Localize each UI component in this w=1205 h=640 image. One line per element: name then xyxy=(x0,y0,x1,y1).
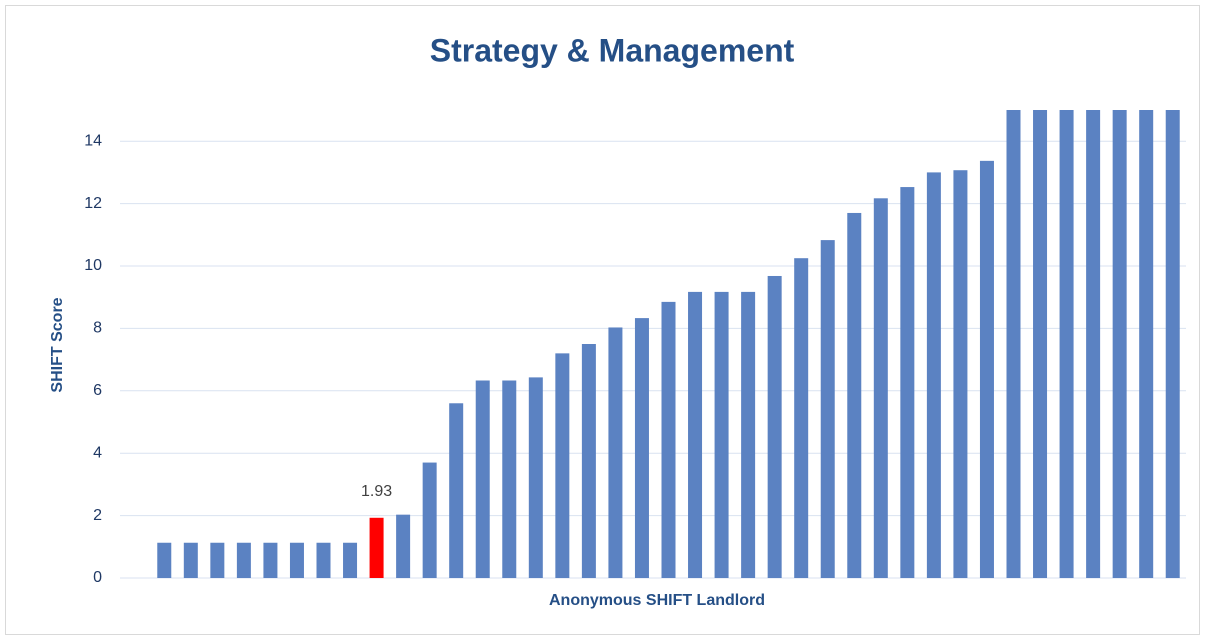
bar xyxy=(1059,110,1074,578)
bar xyxy=(1165,110,1180,578)
chart-frame xyxy=(5,5,1200,635)
bar xyxy=(210,542,225,578)
bar xyxy=(157,542,172,578)
bar xyxy=(263,542,278,578)
chart-title: Strategy & Management xyxy=(430,32,795,68)
bar xyxy=(926,172,941,578)
y-tick-label: 10 xyxy=(84,257,102,274)
bar xyxy=(900,187,915,578)
bar xyxy=(581,344,596,578)
bar xyxy=(1006,110,1021,578)
y-axis-label: SHIFT Score xyxy=(49,297,66,392)
bar xyxy=(873,198,888,578)
bar xyxy=(422,462,437,578)
bar xyxy=(449,403,464,578)
bar xyxy=(1086,110,1101,578)
bar xyxy=(714,291,729,578)
bar xyxy=(316,542,331,578)
bar xyxy=(502,380,517,578)
y-tick-label: 0 xyxy=(93,569,102,586)
bar xyxy=(396,514,411,578)
y-tick-label: 4 xyxy=(93,444,102,461)
data-label: 1.93 xyxy=(361,483,392,500)
bar xyxy=(979,160,994,578)
y-tick-label: 6 xyxy=(93,382,102,399)
bar xyxy=(1112,110,1127,578)
bar xyxy=(608,327,623,578)
y-tick-label: 14 xyxy=(84,132,102,149)
bar xyxy=(634,318,649,578)
bar xyxy=(688,291,703,578)
bar xyxy=(369,517,384,578)
bar xyxy=(794,258,809,578)
x-axis-label: Anonymous SHIFT Landlord xyxy=(549,592,765,609)
y-tick-label: 8 xyxy=(93,320,102,337)
bar xyxy=(343,542,358,578)
bar xyxy=(236,542,251,578)
bar xyxy=(741,291,756,578)
bar xyxy=(1033,110,1048,578)
bar xyxy=(847,212,862,578)
bar xyxy=(528,377,543,578)
bar xyxy=(475,380,490,578)
bar xyxy=(555,353,570,578)
bar xyxy=(820,240,835,578)
bar xyxy=(767,275,782,578)
bar xyxy=(183,542,198,578)
y-tick-label: 12 xyxy=(84,195,102,212)
bar xyxy=(661,301,676,578)
bar xyxy=(1139,110,1154,578)
bar xyxy=(289,542,304,578)
y-tick-label: 2 xyxy=(93,507,102,524)
bar xyxy=(953,170,968,578)
